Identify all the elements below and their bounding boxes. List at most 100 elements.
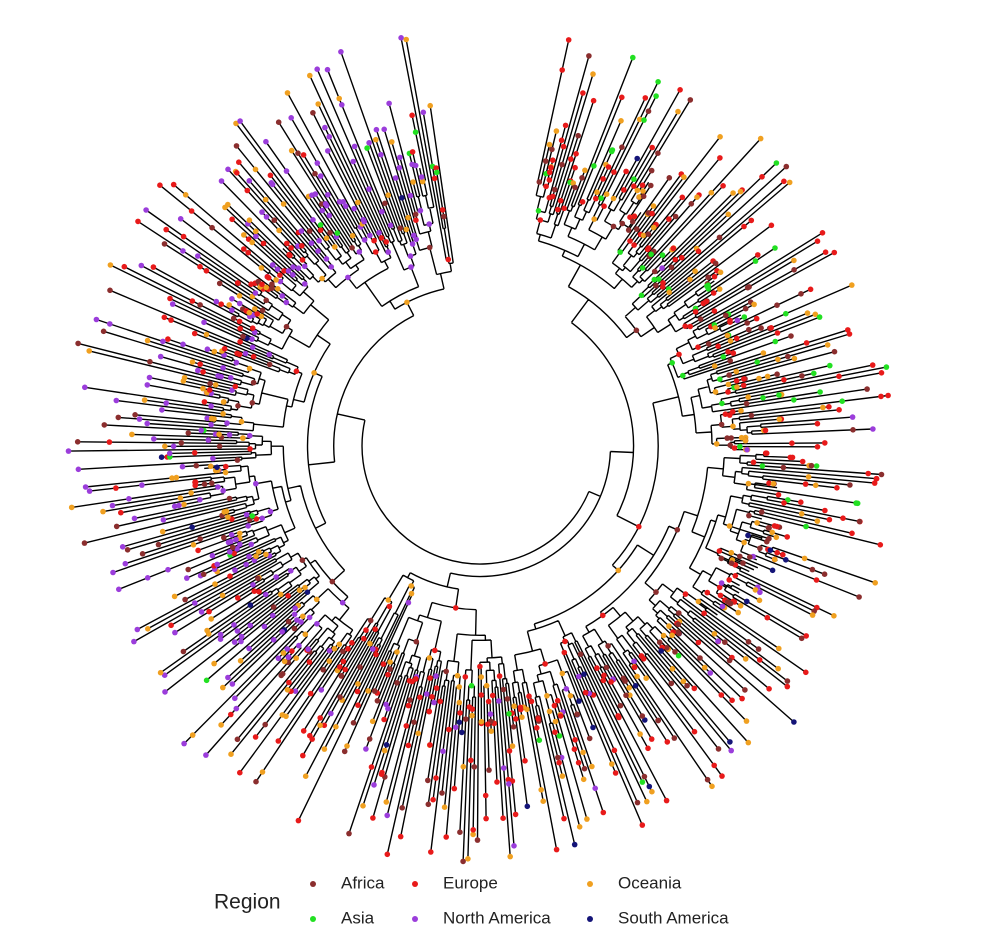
tip-dot	[872, 580, 878, 586]
tip-dot	[756, 597, 763, 604]
tip-dot	[320, 667, 327, 673]
tip-dot	[470, 827, 477, 833]
tip-dot	[253, 480, 259, 487]
tip-dot	[439, 790, 445, 796]
tip-dot	[271, 217, 278, 223]
tip-dot	[292, 688, 299, 694]
tip-dot	[283, 168, 290, 174]
tip-dot	[291, 611, 298, 618]
tip-dot	[562, 122, 569, 129]
tip-dot	[121, 263, 128, 270]
tip-dot	[215, 373, 221, 379]
tip-dot	[645, 245, 652, 251]
tip-dot	[232, 383, 239, 390]
tip-dot	[410, 179, 416, 185]
tip-dot	[600, 809, 607, 816]
tip-dot	[229, 296, 235, 302]
tip-dot	[331, 645, 338, 652]
tip-dot	[640, 232, 647, 239]
tip-dot	[236, 351, 243, 358]
tip-dot	[195, 547, 201, 554]
tip-dot	[619, 94, 625, 101]
tip-dot	[603, 191, 610, 197]
tip-dot	[325, 192, 331, 198]
tip-dot	[262, 196, 269, 203]
tip-dot	[412, 129, 419, 135]
tip-dot	[208, 421, 214, 428]
tip-dot	[229, 387, 235, 394]
tip-dot	[139, 551, 146, 557]
tip-dot	[210, 455, 216, 462]
tip-dot	[630, 54, 636, 61]
tip-dot	[198, 427, 205, 434]
tip-dot	[615, 567, 622, 574]
tip-dot	[712, 389, 719, 395]
tip-dot	[755, 646, 762, 652]
tip-dot	[803, 633, 809, 639]
tip-dot	[540, 798, 546, 804]
tip-dot	[679, 254, 685, 261]
tip-dot	[250, 353, 257, 360]
tip-dot	[553, 128, 560, 134]
tip-dot	[631, 213, 638, 220]
tip-dot	[131, 515, 138, 522]
tip-dot	[687, 276, 693, 283]
tip-dot	[579, 199, 586, 205]
tip-dot	[634, 673, 640, 680]
tip-dot	[485, 721, 491, 727]
tip-dot	[155, 541, 162, 548]
tip-dot	[732, 573, 739, 579]
tip-dot	[350, 720, 357, 726]
tip-dot	[733, 335, 740, 342]
tip-dot	[253, 233, 259, 240]
tip-dot	[323, 202, 330, 209]
tip-dot	[753, 315, 760, 322]
tip-dot	[496, 673, 503, 679]
tip-dot	[157, 353, 164, 360]
legend-title: Region	[214, 891, 281, 914]
tip-dot	[643, 675, 649, 681]
tip-dot	[488, 728, 495, 734]
tip-dot	[656, 276, 662, 282]
tip-dot	[163, 400, 169, 406]
tip-dot	[669, 360, 675, 366]
tip-dot	[730, 190, 736, 196]
tip-dot	[641, 773, 648, 780]
tip-dot	[768, 222, 775, 229]
tip-dot	[403, 723, 410, 729]
tip-dot	[816, 314, 823, 320]
tip-dot	[294, 617, 300, 623]
tip-dot	[485, 698, 492, 705]
tip-dot	[774, 330, 781, 336]
tip-dot	[554, 697, 561, 704]
tip-dot	[738, 407, 744, 414]
tip-dot	[568, 156, 574, 162]
tip-dot	[191, 450, 198, 456]
tip-dot	[299, 257, 306, 263]
tip-dot	[660, 632, 667, 639]
tip-dot	[339, 599, 346, 606]
tip-dot	[751, 301, 757, 308]
tip-dot	[229, 307, 235, 313]
tip-dot	[307, 690, 314, 697]
tip-dot	[248, 541, 254, 548]
tip-dot	[563, 686, 570, 692]
tip-dot	[691, 728, 698, 735]
tip-dot	[259, 515, 266, 522]
tip-dot	[487, 711, 494, 717]
tip-dot	[446, 726, 452, 733]
tip-dot	[724, 435, 730, 441]
tip-dot	[759, 463, 766, 469]
tip-dot	[621, 187, 627, 193]
tip-dot	[170, 443, 177, 450]
tip-dot	[576, 824, 583, 830]
tip-dot	[216, 443, 223, 450]
tip-dot	[610, 195, 617, 202]
tip-dot	[443, 834, 450, 840]
tip-dot	[195, 367, 201, 374]
tip-dot	[641, 117, 647, 123]
tip-dot	[354, 688, 361, 695]
tip-dot	[572, 737, 578, 743]
tip-dot	[365, 688, 371, 694]
tip-dot	[302, 584, 308, 591]
